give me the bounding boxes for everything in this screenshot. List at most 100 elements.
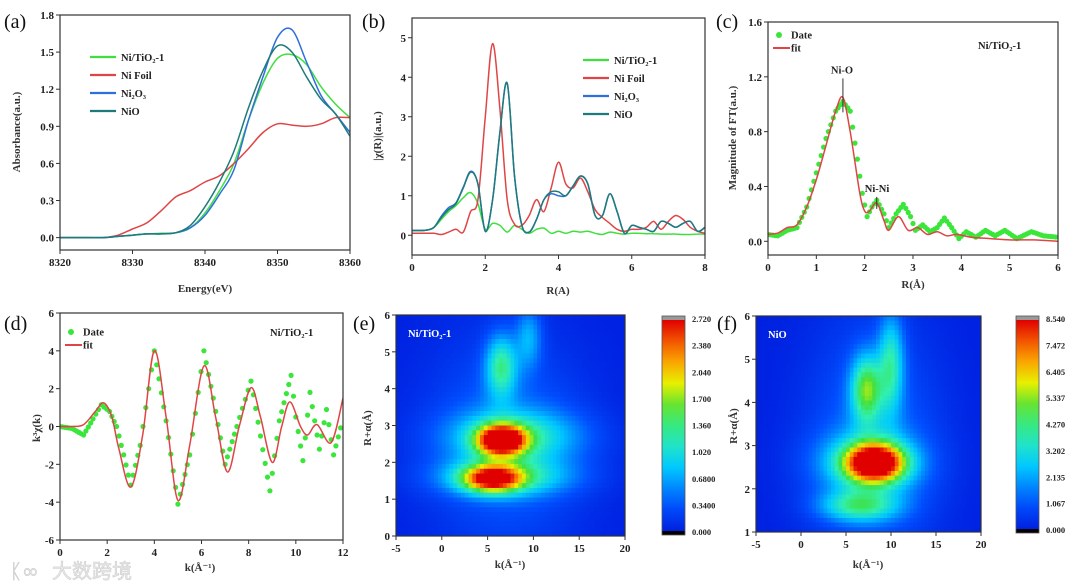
heatmap-cell <box>804 475 810 481</box>
heatmap-cell <box>774 513 780 519</box>
heatmap-cell <box>759 513 765 519</box>
heatmap-cell <box>613 449 618 455</box>
heatmap-cell <box>464 324 470 331</box>
heatmap-cell <box>868 339 873 345</box>
heatmap-cell <box>407 430 412 436</box>
heatmap-cell <box>887 409 892 416</box>
heatmap-cell <box>846 461 851 467</box>
heatmap-cell <box>518 531 523 536</box>
heatmap-cell <box>876 461 881 467</box>
heatmap-cell <box>479 459 485 465</box>
heatmap-cell <box>771 353 776 359</box>
heatmap-cell <box>556 459 561 465</box>
heatmap-cell <box>819 405 825 411</box>
heatmap-cell <box>495 478 500 484</box>
heatmap-cell <box>499 492 504 499</box>
heatmap-cell <box>479 492 485 499</box>
heatmap-cell <box>518 343 523 350</box>
heatmap-cell <box>816 377 821 383</box>
heatmap-cell <box>853 456 858 463</box>
heatmap-cell <box>510 353 515 359</box>
heatmap-cell <box>861 353 866 359</box>
heatmap-cell <box>464 439 470 446</box>
heatmap-cell <box>464 425 470 431</box>
heatmap-cell <box>849 353 855 359</box>
heatmap-cell <box>510 425 515 431</box>
heatmap-cell <box>872 517 877 524</box>
heatmap-cell <box>441 406 447 412</box>
heatmap-cell <box>819 339 825 345</box>
heatmap-cell <box>609 483 615 489</box>
heatmap-cell <box>586 511 592 518</box>
heatmap-cell <box>583 334 588 340</box>
heatmap-cell <box>567 324 573 331</box>
heatmap-cell <box>617 334 622 340</box>
heatmap-cell <box>567 516 573 523</box>
heatmap-cell <box>556 319 561 326</box>
heatmap-cell <box>422 363 428 369</box>
heatmap-cell <box>883 362 888 369</box>
heatmap-cell <box>506 382 512 388</box>
heatmap-cell <box>529 454 534 460</box>
heatmap-cell <box>797 527 802 532</box>
heatmap-cell <box>586 420 592 427</box>
heatmap-cell <box>575 339 580 345</box>
heatmap-cell <box>789 527 795 532</box>
heatmap-cell <box>506 406 512 412</box>
heatmap-cell <box>609 468 615 475</box>
heatmap-cell <box>476 415 481 422</box>
heatmap-cell <box>495 387 500 393</box>
heatmap-cell <box>602 348 607 355</box>
heatmap-cell <box>415 449 420 455</box>
heatmap-cell <box>491 526 496 532</box>
heatmap-cell <box>613 502 618 508</box>
heatmap-cell <box>422 468 428 475</box>
heatmap-cell <box>567 449 573 455</box>
heatmap-cell <box>449 516 454 523</box>
heatmap-cell <box>876 316 881 322</box>
heatmap-cell <box>876 475 881 481</box>
x-tick-label: 5 <box>485 543 491 555</box>
heatmap-cell <box>499 387 504 393</box>
heatmap-cell <box>846 325 851 331</box>
heatmap-cell <box>525 343 531 350</box>
heatmap-cell <box>457 382 462 388</box>
heatmap-cell <box>533 406 538 412</box>
heatmap-cell <box>759 367 765 373</box>
heatmap-cell <box>808 428 813 434</box>
heatmap-cell <box>586 343 592 350</box>
heatmap-cell <box>898 358 903 364</box>
heatmap-cell <box>514 430 519 436</box>
heatmap-cell <box>502 367 508 374</box>
heatmap-cell <box>801 362 806 369</box>
heatmap-cell <box>864 456 870 463</box>
heatmap-cell <box>617 319 622 326</box>
heatmap-cell <box>868 316 873 322</box>
heatmap-cell <box>842 499 847 505</box>
heatmap-cell <box>514 415 519 422</box>
heatmap-cell <box>778 391 783 397</box>
heatmap-cell <box>407 324 412 331</box>
heatmap-cell <box>801 353 806 359</box>
heatmap-cell <box>533 468 538 475</box>
heatmap-cell <box>771 419 776 425</box>
heatmap-cell <box>609 329 615 335</box>
heatmap-cell <box>883 377 888 383</box>
heatmap-cell <box>487 531 493 536</box>
heatmap-cell <box>541 406 546 412</box>
heatmap-cell <box>598 324 603 331</box>
heatmap-sample-label: Ni/TiO₂-1 <box>408 329 451 340</box>
heatmap-cell <box>422 353 428 359</box>
heatmap-cell <box>422 401 428 407</box>
heatmap-cell <box>510 473 515 479</box>
heatmap-cell <box>472 319 477 326</box>
heatmap-cell <box>464 415 470 422</box>
heatmap-cell <box>399 420 405 427</box>
heatmap-cell <box>437 315 443 321</box>
heatmap-cell <box>857 494 862 500</box>
heatmap-cell <box>544 367 550 374</box>
heatmap-cell <box>556 531 561 536</box>
heatmap-cell <box>483 396 489 403</box>
heatmap-cell <box>426 463 431 470</box>
heatmap-cell <box>426 367 431 374</box>
